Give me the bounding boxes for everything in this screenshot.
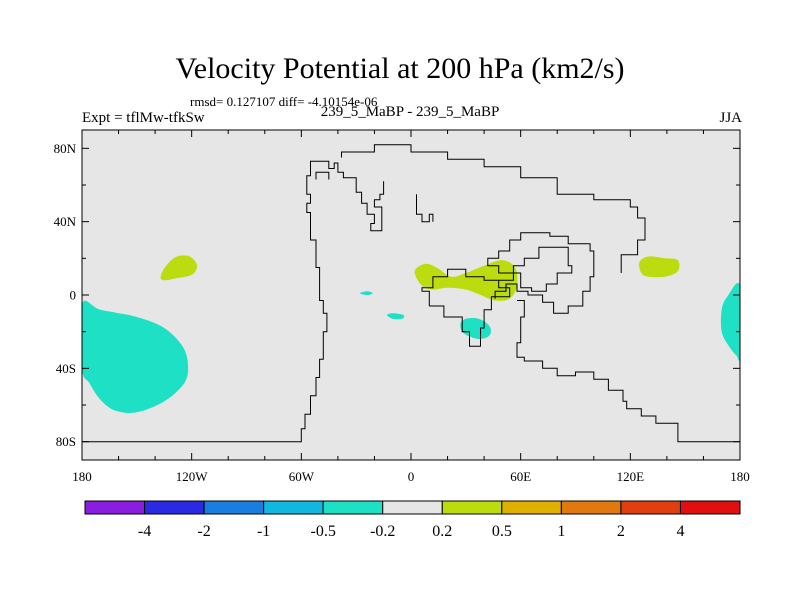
- y-tick-label: 80S: [56, 434, 76, 449]
- y-tick-label: 0: [70, 288, 77, 303]
- coastline-baffin: [315, 171, 330, 180]
- colorbar-swatch: [679, 500, 741, 515]
- contour-region-4: [460, 318, 491, 340]
- contour-region-2: [160, 255, 198, 281]
- contour-region-8: [720, 282, 740, 361]
- colorbar-label: -0.2: [370, 523, 395, 540]
- colorbar-swatch: [263, 500, 324, 515]
- colorbar-label: -1: [257, 523, 270, 540]
- contour-region-5: [387, 313, 405, 320]
- coastline-africa: [421, 268, 511, 347]
- coastline-iberia: [416, 194, 434, 223]
- coastline-arctic-eurasia: [341, 144, 646, 273]
- map-background: [82, 130, 740, 460]
- colorbar-swatch: [382, 500, 443, 515]
- stats-label: rmsd= 0.127107 diff= -4.10154e-06: [190, 94, 378, 109]
- colorbar-swatch: [501, 500, 562, 515]
- x-tick-label: 0: [408, 469, 415, 484]
- colorbar-label: 0.5: [492, 523, 512, 540]
- colorbar-swatch: [84, 500, 146, 515]
- contour-region-7: [639, 256, 680, 278]
- colorbar-label: 2: [617, 523, 625, 540]
- y-tick-label: 40N: [54, 214, 77, 229]
- x-tick-label: 60E: [510, 469, 531, 484]
- contour-region-1: [82, 300, 189, 413]
- colorbar-label: -4: [138, 523, 151, 540]
- colorbar-swatch: [203, 500, 265, 515]
- colorbar-swatch: [560, 500, 622, 515]
- coastline-indonesia-australia: [516, 300, 740, 443]
- colorbar-swatch: [441, 500, 503, 515]
- case-label: 239_5_MaBP - 239_5_MaBP: [320, 104, 500, 120]
- colorbar-swatch: [144, 500, 205, 515]
- colorbar-label: 4: [676, 523, 684, 540]
- x-tick-label: 60W: [289, 469, 315, 484]
- x-tick-label: 180: [730, 469, 750, 484]
- y-tick-label: 40S: [56, 361, 76, 376]
- x-tick-label: 180: [72, 469, 92, 484]
- season-label: JJA: [719, 110, 742, 126]
- y-tick-label: 80N: [54, 141, 77, 156]
- colorbar-label: 1: [557, 523, 565, 540]
- experiment-label: Expt = tflMw-tfkSw: [82, 110, 205, 126]
- coastline-americas: [82, 160, 385, 443]
- x-tick-label: 120W: [176, 469, 209, 484]
- colorbar-swatch: [322, 500, 384, 515]
- contour-region-3: [414, 260, 518, 301]
- colorbar-label: -0.5: [311, 523, 336, 540]
- contour-region-6: [359, 291, 373, 295]
- colorbar-label: 0.2: [432, 523, 452, 540]
- x-tick-label: 120E: [617, 469, 645, 484]
- chart-title: Velocity Potential at 200 hPa (km2/s): [175, 52, 625, 85]
- colorbar-label: -2: [197, 523, 210, 540]
- colorbar-swatch: [620, 500, 681, 515]
- coastline-arabia: [487, 232, 595, 314]
